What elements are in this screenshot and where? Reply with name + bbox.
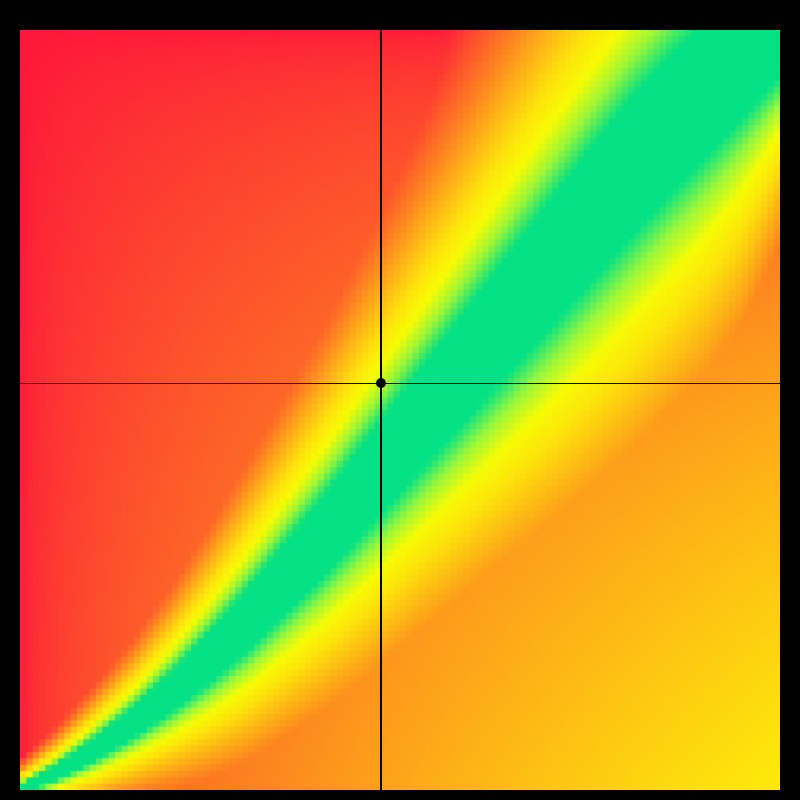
heatmap-canvas <box>20 30 780 790</box>
data-point-marker <box>376 378 386 388</box>
chart-container: TheBottleneck.com <box>0 0 800 800</box>
crosshair-horizontal <box>20 383 780 385</box>
crosshair-vertical <box>380 30 382 790</box>
watermark-text: TheBottleneck.com <box>596 6 780 29</box>
